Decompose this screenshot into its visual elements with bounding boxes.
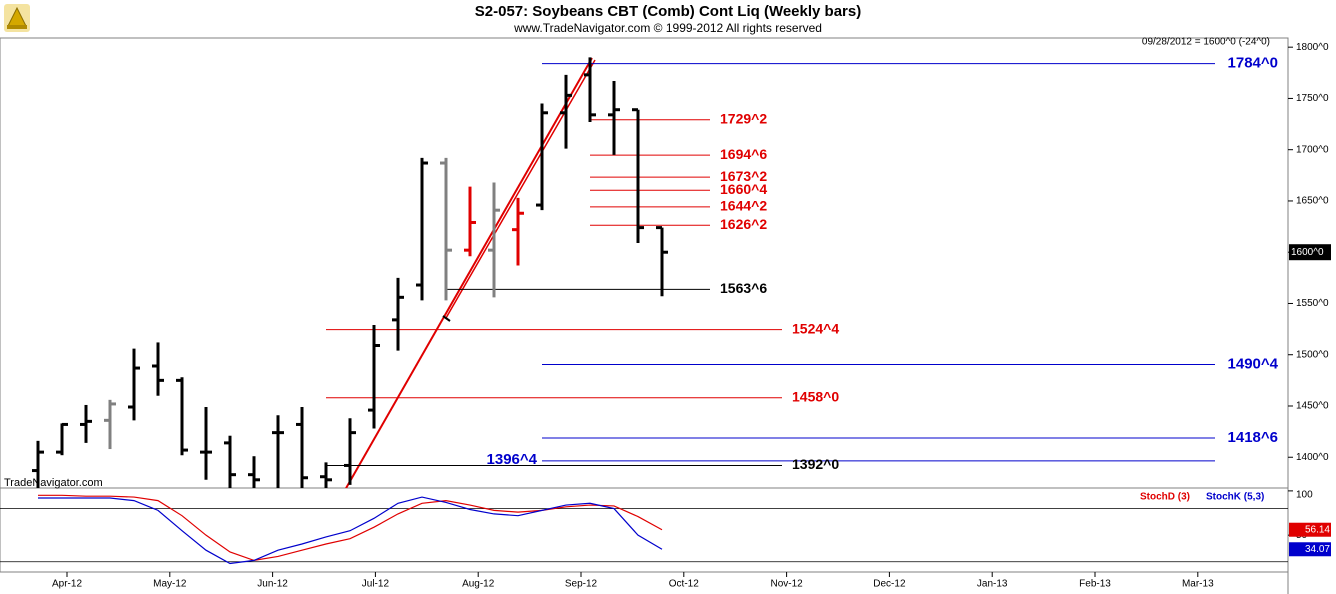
x-tick-label: Jun-12 <box>257 579 288 590</box>
x-tick-label: May-12 <box>153 579 187 590</box>
trendline <box>445 59 596 319</box>
y-tick-label: 1700^0 <box>1296 144 1329 155</box>
y-tick-label: 100 <box>1296 490 1313 501</box>
header-note: 09/28/2012 = 1600^0 (-24^0) <box>1142 37 1270 48</box>
level-label: 1626^2 <box>720 216 767 232</box>
watermark: TradeNavigator.com <box>4 477 103 489</box>
trendline-end <box>442 315 451 322</box>
stoch-line <box>38 496 663 565</box>
level-label: 1524^4 <box>792 320 839 336</box>
legend-label: StochD (3) <box>1140 492 1190 503</box>
last-value-box <box>1289 542 1331 557</box>
last-value-label: 56.14 <box>1305 524 1330 535</box>
trendlines <box>344 57 596 488</box>
y-tick-label: 1750^0 <box>1296 93 1329 104</box>
x-tick-label: Feb-13 <box>1079 579 1111 590</box>
last-price-label: 1600^0 <box>1291 247 1324 258</box>
y-tick-label: 1800^0 <box>1296 42 1329 53</box>
chart-title: S2-057: Soybeans CBT (Comb) Cont Liq (We… <box>475 3 861 20</box>
logo <box>4 4 30 32</box>
trendline <box>344 57 593 488</box>
last-price-box <box>1289 244 1331 261</box>
x-tick-label: Aug-12 <box>462 579 495 590</box>
y-tick-label: 1500^0 <box>1296 349 1329 360</box>
level-label: 1694^6 <box>720 146 767 162</box>
y-tick-label: 1400^0 <box>1296 452 1329 463</box>
x-tick-label: Sep-12 <box>565 579 598 590</box>
chart-subtitle: www.TradeNavigator.com © 1999-2012 All r… <box>513 21 822 35</box>
legend-label: StochK (5,3) <box>1206 492 1264 503</box>
level-label: 1673^2 <box>720 168 767 184</box>
x-tick-label: Mar-13 <box>1182 579 1214 590</box>
level-label: 1396^4 <box>487 451 538 468</box>
level-label: 1418^6 <box>1228 429 1278 446</box>
y-tick-label: 1650^0 <box>1296 196 1329 207</box>
level-label: 1392^0 <box>792 456 839 472</box>
level-label: 1490^4 <box>1228 355 1279 372</box>
y-tick-label: 1550^0 <box>1296 298 1329 309</box>
last-value-label: 34.07 <box>1305 544 1330 555</box>
y-tick-label: 1450^0 <box>1296 401 1329 412</box>
last-value-box <box>1289 522 1331 537</box>
level-label: 1563^6 <box>720 280 767 296</box>
level-label: 1729^2 <box>720 110 767 126</box>
stoch-line <box>38 494 663 562</box>
level-label: 1660^4 <box>720 181 767 197</box>
x-tick-label: Jan-13 <box>977 579 1008 590</box>
x-tick-label: Nov-12 <box>770 579 803 590</box>
x-tick-label: Oct-12 <box>669 579 699 590</box>
level-label: 1644^2 <box>720 198 767 214</box>
x-tick-label: Jul-12 <box>362 579 390 590</box>
level-label: 1458^0 <box>792 388 839 404</box>
level-label: 1784^0 <box>1228 55 1278 72</box>
x-tick-label: Dec-12 <box>873 579 906 590</box>
x-tick-label: Apr-12 <box>52 579 82 590</box>
